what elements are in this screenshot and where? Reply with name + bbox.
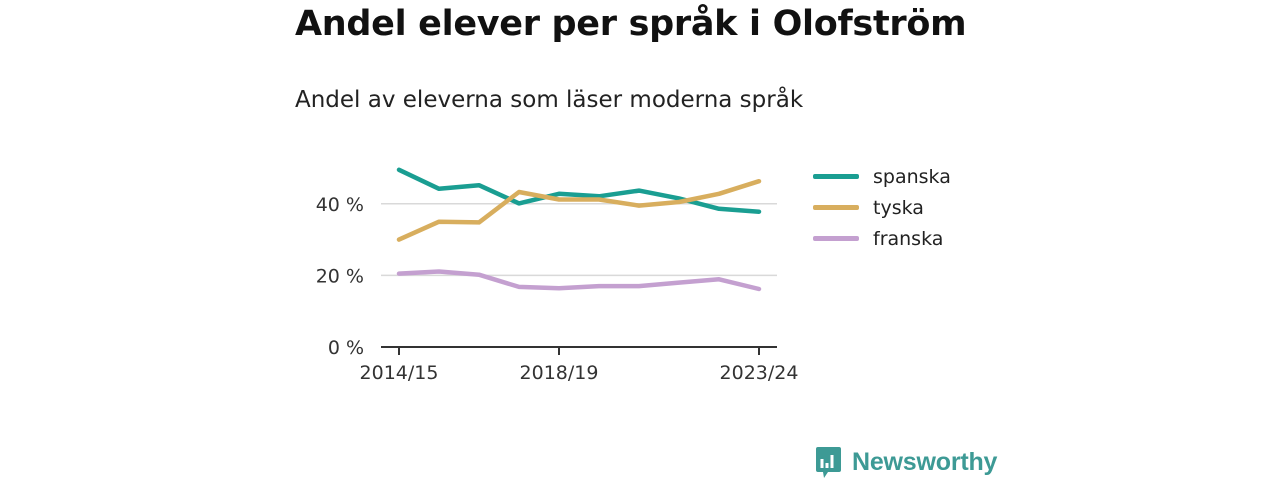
legend-item-spanska: spanska — [813, 161, 951, 192]
x-tick-label: 2023/24 — [720, 362, 799, 384]
y-tick-label: 0 % — [328, 337, 364, 359]
legend-swatch — [813, 236, 859, 241]
series-line-franska — [396, 269, 762, 292]
series-line-tyska — [396, 178, 762, 242]
y-tick-label: 40 % — [316, 194, 364, 216]
series-line-spanska — [396, 167, 762, 214]
legend-label: spanska — [873, 165, 951, 188]
x-tick-label: 2014/15 — [360, 362, 439, 384]
newsworthy-logo-icon — [816, 447, 841, 478]
legend-label: tyska — [873, 196, 924, 219]
x-tick-label: 2018/19 — [520, 362, 599, 384]
brand-logo: Newsworthy — [815, 446, 997, 479]
legend-swatch — [813, 174, 859, 179]
tick-labels: 0 % 20 % 40 % 2014/15 2018/19 2023/24 — [316, 194, 799, 384]
legend-label: franska — [873, 227, 944, 250]
y-tick-label: 20 % — [316, 265, 364, 287]
axes — [381, 346, 777, 355]
gridlines — [381, 203, 777, 277]
legend-item-franska: franska — [813, 223, 951, 254]
series-lines — [396, 167, 762, 292]
legend-item-tyska: tyska — [813, 192, 951, 223]
chart-title: Andel elever per språk i Olofström — [295, 4, 967, 44]
legend: spanska tyska franska — [813, 161, 951, 254]
chart-subtitle: Andel av eleverna som läser moderna språ… — [295, 87, 804, 113]
brand-name: Newsworthy — [852, 448, 998, 476]
legend-swatch — [813, 205, 859, 210]
